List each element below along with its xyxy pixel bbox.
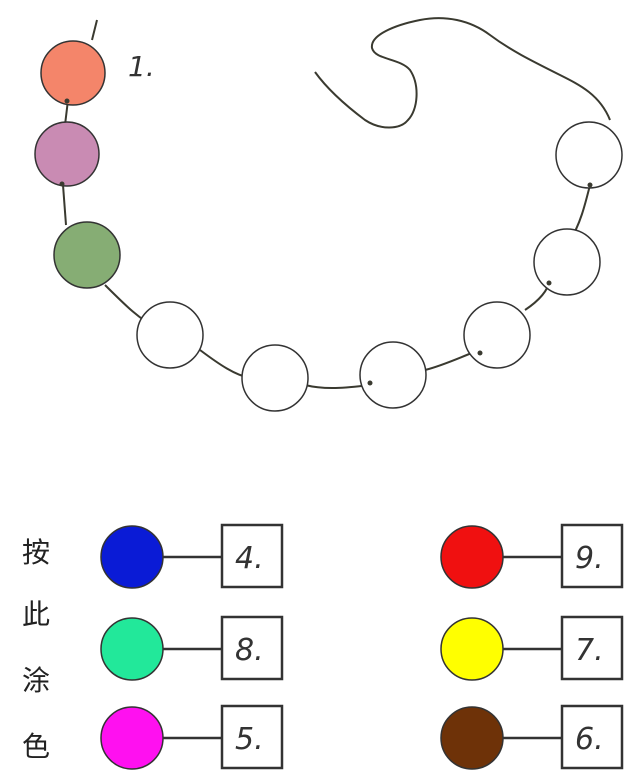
- color-swatch: [100, 706, 164, 770]
- color-swatch: [440, 706, 504, 770]
- number-box: [560, 615, 624, 681]
- color-number: 6.: [575, 722, 604, 757]
- instruction-text: 按 此 涂 色: [22, 536, 50, 763]
- number-box: [220, 704, 284, 770]
- legend-right-column: 9. 7. 6.: [440, 523, 624, 770]
- bead[interactable]: [136, 301, 204, 369]
- color-number: 7.: [575, 633, 604, 668]
- first-bead-number: 1.: [128, 50, 155, 83]
- bead[interactable]: [359, 341, 427, 409]
- bead[interactable]: [34, 121, 100, 187]
- legend-entry: 5.: [100, 704, 284, 770]
- bead[interactable]: [533, 228, 601, 296]
- legend-entry: 6.: [440, 704, 624, 770]
- instruction-char: 按: [22, 536, 50, 569]
- legend-entry: 8.: [100, 615, 284, 681]
- bead[interactable]: [40, 40, 106, 106]
- number-box: [560, 704, 624, 770]
- necklace-beads: [34, 40, 623, 412]
- bead[interactable]: [241, 344, 309, 412]
- legend-entry: 4.: [100, 523, 284, 589]
- legend-entry: 9.: [440, 523, 624, 589]
- bead[interactable]: [53, 221, 121, 289]
- number-box: [560, 523, 624, 589]
- number-box: [220, 523, 284, 589]
- number-box: [220, 615, 284, 681]
- bead[interactable]: [463, 301, 531, 369]
- instruction-char: 色: [22, 730, 50, 763]
- necklace-string: [62, 17, 611, 390]
- color-swatch: [100, 525, 164, 589]
- color-number: 9.: [575, 541, 604, 576]
- string-knots: [59, 98, 593, 386]
- instruction-char: 此: [22, 598, 50, 631]
- legend-entry: 7.: [440, 615, 624, 681]
- legend-left-column: 4. 8. 5.: [100, 523, 284, 770]
- instruction-char: 涂: [22, 664, 50, 697]
- color-swatch: [100, 617, 164, 681]
- color-swatch: [440, 525, 504, 589]
- color-number: 8.: [235, 633, 264, 668]
- color-number: 5.: [235, 722, 264, 757]
- color-number: 4.: [235, 541, 264, 576]
- bead[interactable]: [555, 121, 623, 189]
- color-swatch: [440, 617, 504, 681]
